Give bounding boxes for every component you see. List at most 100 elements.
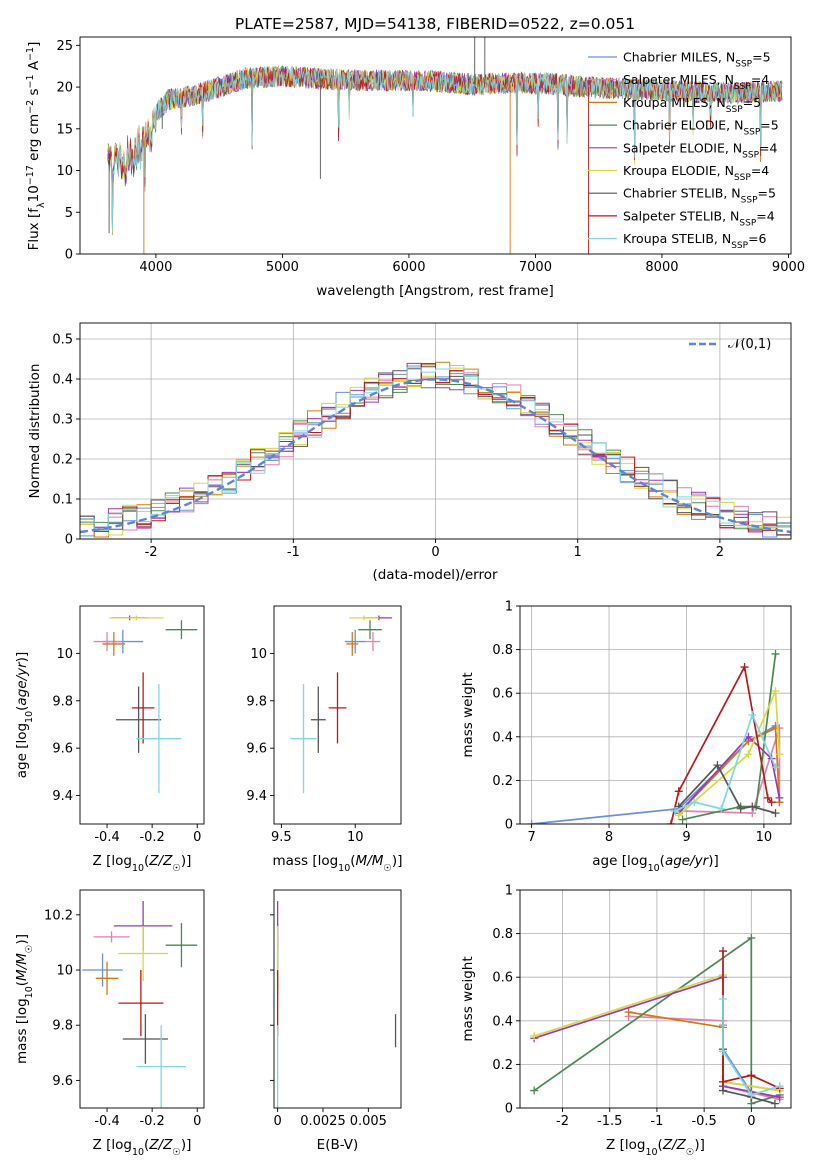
residuals-plot-area bbox=[80, 361, 791, 538]
y-tick-label: 1 bbox=[505, 884, 513, 899]
y-tick-label: 0.2 bbox=[492, 1058, 513, 1073]
weight-marker bbox=[624, 1008, 633, 1017]
y-tick-label: 0.4 bbox=[52, 373, 73, 388]
weight-marker bbox=[670, 806, 679, 815]
spectrum-axes: 4000 5000 6000 7000 8000 9000 0 5 10 15 20 25 Chabri… bbox=[25, 36, 805, 299]
weight-marker bbox=[719, 947, 728, 956]
legend-label: Kroupa ELODIE, NSSP=4 bbox=[623, 163, 769, 183]
weight-line bbox=[533, 936, 780, 1105]
age_vs_mass-plot-area bbox=[290, 615, 393, 794]
age_vs_Z-plot-area bbox=[93, 615, 198, 794]
y-tick-label: 0.4 bbox=[492, 730, 513, 745]
weight-marker bbox=[666, 820, 675, 824]
weight-marker bbox=[748, 802, 757, 811]
legend-label: Kroupa MILES, NSSP=5 bbox=[623, 95, 761, 115]
weight-marker bbox=[678, 815, 687, 824]
y-tick-label: 0.1 bbox=[52, 493, 73, 508]
x-tick-label: 4000 bbox=[139, 260, 172, 275]
x-tick-label: 0.005 bbox=[350, 1114, 387, 1129]
weight-marker bbox=[719, 1086, 728, 1095]
x-tick-label: 9000 bbox=[772, 260, 805, 275]
mass_vs_ebv-plot-area bbox=[276, 901, 397, 1108]
x-tick-label: -1 bbox=[650, 1114, 663, 1129]
x-axis-label: age [log10(age/yr)] bbox=[592, 853, 718, 874]
x-tick-label: 2 bbox=[716, 545, 724, 560]
x-tick-label: 7 bbox=[527, 830, 535, 845]
weight-line bbox=[678, 735, 781, 814]
x-tick-label: 0 bbox=[193, 830, 201, 845]
weight-marker bbox=[719, 1047, 728, 1056]
x-tick-label: -2 bbox=[145, 545, 158, 560]
residuals-axes: -2 -1 0 1 2 0 0.1 0.2 0.3 0.4 0.5 𝒩(0,1) (data-model… bbox=[27, 322, 792, 583]
y-tick-label: 0.2 bbox=[52, 453, 73, 468]
x-tick-label: -2 bbox=[556, 1114, 569, 1129]
y-tick-label: 25 bbox=[56, 39, 73, 54]
x-tick-label: -0.2 bbox=[139, 830, 164, 845]
y-tick-label: 0.6 bbox=[492, 971, 513, 986]
weight-marker bbox=[770, 1099, 779, 1108]
age_vs_Z-axes: -0.4 -0.2 0 9.4 9.6 9.8 10 Z [log10(Z/Z☉)] age [… bbox=[14, 605, 205, 874]
y-tick-label: 10 bbox=[56, 964, 73, 979]
y-tick-label: 5 bbox=[65, 206, 73, 221]
x-tick-label: -0.5 bbox=[691, 1114, 716, 1129]
weight_vs_age-axes: 7 8 9 10 0 0.2 0.4 0.6 0.8 1 age [log10(age/yr)] ma… bbox=[460, 600, 792, 874]
weight-marker bbox=[767, 798, 776, 807]
x-tick-label: -1 bbox=[287, 545, 300, 560]
weight-marker bbox=[674, 787, 683, 796]
weight-marker bbox=[719, 995, 728, 1003]
gaussian-curve bbox=[80, 378, 791, 534]
y-tick-label: 9.4 bbox=[52, 789, 73, 804]
weight-line bbox=[678, 690, 781, 816]
y-tick-label: 0 bbox=[65, 533, 73, 548]
x-axis-label: Z [log10(Z/Z☉)] bbox=[93, 853, 192, 874]
y-tick-label: 0 bbox=[65, 248, 73, 263]
y-tick-label: 9.6 bbox=[52, 742, 73, 757]
y-axis-label: age [log10(age/yr)] bbox=[14, 652, 35, 778]
weight-marker bbox=[527, 820, 536, 824]
weight-marker bbox=[771, 809, 780, 818]
y-tick-label: 20 bbox=[56, 81, 73, 96]
y-axis-label: mass weight bbox=[460, 956, 476, 1041]
weight-marker bbox=[775, 1082, 784, 1091]
y-tick-label: 10 bbox=[250, 647, 267, 662]
y-tick-label: 0 bbox=[505, 818, 513, 833]
mass_vs_Z-plot-area bbox=[82, 901, 198, 1108]
y-axis-label: mass weight bbox=[460, 672, 476, 757]
y-tick-label: 0.3 bbox=[52, 413, 73, 428]
age_vs_Z-frame bbox=[79, 605, 205, 825]
y-tick-label: 0.5 bbox=[52, 333, 73, 348]
x-axis-label: (data-model)/error bbox=[372, 567, 498, 583]
legend-label: Chabrier ELODIE, NSSP=5 bbox=[623, 118, 779, 138]
y-tick-label: 10.2 bbox=[44, 908, 73, 923]
weight-marker bbox=[771, 687, 780, 696]
x-tick-label: 7000 bbox=[519, 260, 552, 275]
legend-label: Salpeter ELODIE, NSSP=4 bbox=[623, 140, 778, 160]
weight_vs_age-plot-area bbox=[527, 649, 784, 824]
weight-marker bbox=[775, 793, 784, 802]
x-tick-label: 0 bbox=[273, 1114, 281, 1129]
legend-label: Salpeter STELIB, NSSP=4 bbox=[623, 208, 775, 228]
y-tick-label: 9.6 bbox=[246, 742, 267, 757]
weight_vs_age-frame bbox=[519, 605, 792, 825]
x-axis-label: E(B-V) bbox=[317, 1137, 359, 1153]
x-tick-label: 0 bbox=[747, 1114, 755, 1129]
y-tick-label: 9.8 bbox=[52, 694, 73, 709]
x-axis-label: mass [log10(M/M☉)] bbox=[273, 853, 403, 874]
figure-title: PLATE=2587, MJD=54138, FIBERID=0522, z=0… bbox=[235, 15, 635, 33]
y-tick-label: 9.8 bbox=[52, 1019, 73, 1034]
x-axis-label: Z [log10(Z/Z☉)] bbox=[93, 1137, 192, 1158]
weight-marker bbox=[775, 750, 784, 759]
weight-line bbox=[678, 726, 781, 814]
weight-marker bbox=[747, 1090, 756, 1099]
weight-marker bbox=[713, 761, 722, 770]
weight-marker bbox=[747, 933, 756, 942]
weight-line bbox=[722, 999, 780, 1096]
weight_vs_Z-frame bbox=[519, 889, 792, 1109]
y-tick-label: 0 bbox=[505, 1102, 513, 1117]
spectrum-frame bbox=[79, 36, 792, 255]
legend-label: Salpeter MILES, NSSP=4 bbox=[623, 72, 769, 92]
weight-marker bbox=[530, 1032, 539, 1041]
x-tick-label: 10 bbox=[756, 830, 773, 845]
